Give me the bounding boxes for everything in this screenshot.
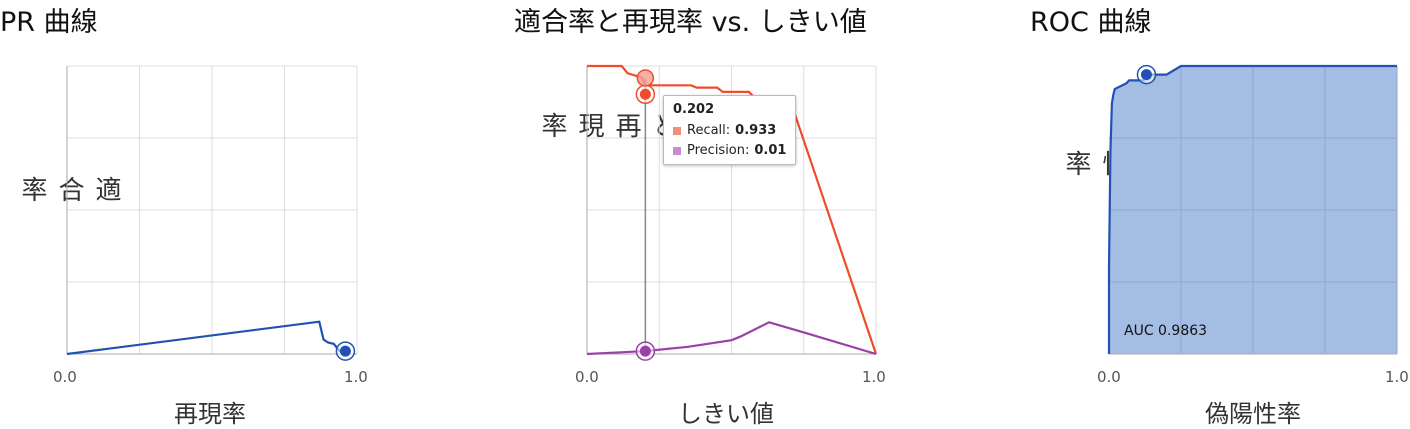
roc-curve-line xyxy=(1107,64,1397,354)
pr-y-axis-label: 適合率 xyxy=(17,176,121,202)
roc-chart-title: ROC 曲線 xyxy=(1030,7,1152,38)
threshold-x-tick-max: 1.0 xyxy=(862,368,886,386)
threshold-x-axis-label: しきい値 xyxy=(678,400,774,428)
tooltip-precision-label: Precision: xyxy=(687,143,750,158)
roc-marker-point xyxy=(1140,69,1152,81)
tooltip-precision-row: Precision: 0.01 xyxy=(673,143,786,158)
threshold-chart-title: 適合率と再現率 vs. しきい値 xyxy=(514,7,867,38)
pr-x-tick-min: 0.0 xyxy=(53,368,77,386)
pr-x-tick-max: 1.0 xyxy=(344,368,368,386)
roc-x-tick-max: 1.0 xyxy=(1385,368,1409,386)
precision-swatch-icon xyxy=(673,146,681,155)
pr-chart-title: PR 曲線 xyxy=(0,7,98,38)
roc-x-tick-min: 0.0 xyxy=(1097,368,1121,386)
tooltip-precision-value: 0.01 xyxy=(754,143,787,158)
threshold-x-tick-min: 0.0 xyxy=(575,368,599,386)
tooltip-recall-row: Recall: 0.933 xyxy=(673,123,786,138)
roc-plot-area[interactable] xyxy=(1107,64,1398,355)
tooltip-recall-label: Recall: xyxy=(687,123,731,138)
tooltip-threshold-value: 0.202 xyxy=(673,102,715,117)
tooltip-recall-value: 0.933 xyxy=(735,123,777,138)
precision-marker-point xyxy=(639,345,651,357)
recall-swatch-icon xyxy=(673,126,681,135)
pr-marker-point xyxy=(339,345,351,357)
auc-annotation: AUC 0.9863 xyxy=(1124,323,1208,339)
roc-x-axis-label: 偽陽性率 xyxy=(1205,400,1301,428)
pr-plot-area[interactable] xyxy=(66,65,358,361)
pr-x-axis-label: 再現率 xyxy=(174,400,246,428)
recall-hover-point xyxy=(636,69,655,87)
precision-line xyxy=(586,321,877,356)
hover-tooltip: 0.202 Recall: 0.933 Precision: 0.01 xyxy=(663,95,797,165)
recall-marker-point xyxy=(639,88,651,100)
pr-curve-line xyxy=(66,320,346,356)
